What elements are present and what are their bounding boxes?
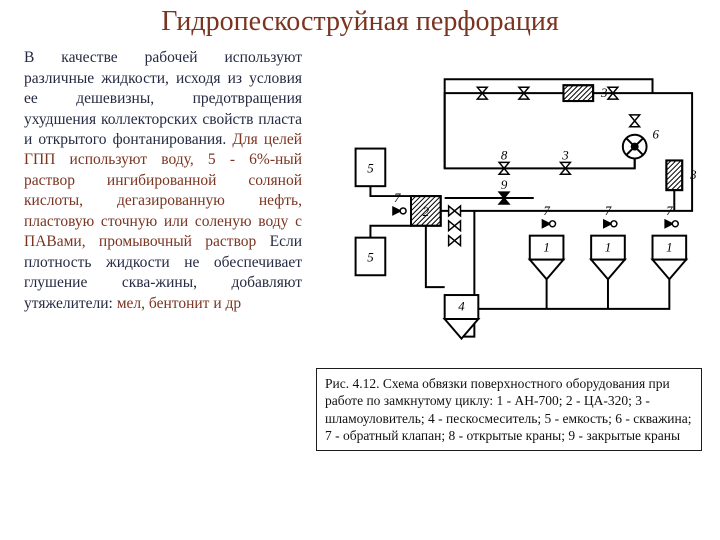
title-text: Гидропескоструйная перфорация <box>161 6 559 37</box>
body-text: В качестве рабочей используют различные … <box>24 48 302 451</box>
svg-text:3: 3 <box>600 86 607 100</box>
svg-text:4: 4 <box>458 300 465 314</box>
svg-text:9: 9 <box>501 178 508 192</box>
svg-text:7: 7 <box>543 204 550 218</box>
svg-text:1: 1 <box>543 241 549 255</box>
svg-text:7: 7 <box>394 191 401 205</box>
svg-text:7: 7 <box>605 204 612 218</box>
right-column: 7 7 7 7 8 9 3 5 5 2 3 6 3 1 1 1 4 Рис. 4.12. Схема обвяз… <box>316 48 702 451</box>
svg-text:3: 3 <box>561 149 568 163</box>
svg-text:5: 5 <box>367 162 374 176</box>
body-part-4: мел, бентонит и др <box>117 295 241 312</box>
svg-text:7: 7 <box>666 204 673 218</box>
svg-text:1: 1 <box>605 241 611 255</box>
svg-text:2: 2 <box>423 205 430 219</box>
content-row: В качестве рабочей используют различные … <box>0 48 720 451</box>
svg-text:6: 6 <box>653 128 660 142</box>
svg-text:1: 1 <box>666 241 672 255</box>
svg-text:5: 5 <box>367 251 374 265</box>
caption-text: Рис. 4.12. Схема обвязки поверхностного … <box>325 376 691 443</box>
page-title: Гидропескоструйная перфорация <box>0 0 720 48</box>
figure-caption: Рис. 4.12. Схема обвязки поверхностного … <box>316 368 702 451</box>
svg-text:8: 8 <box>501 149 508 163</box>
schematic-diagram: 7 7 7 7 8 9 3 5 5 2 3 6 3 1 1 1 4 <box>316 48 702 358</box>
svg-text:3: 3 <box>689 168 696 182</box>
